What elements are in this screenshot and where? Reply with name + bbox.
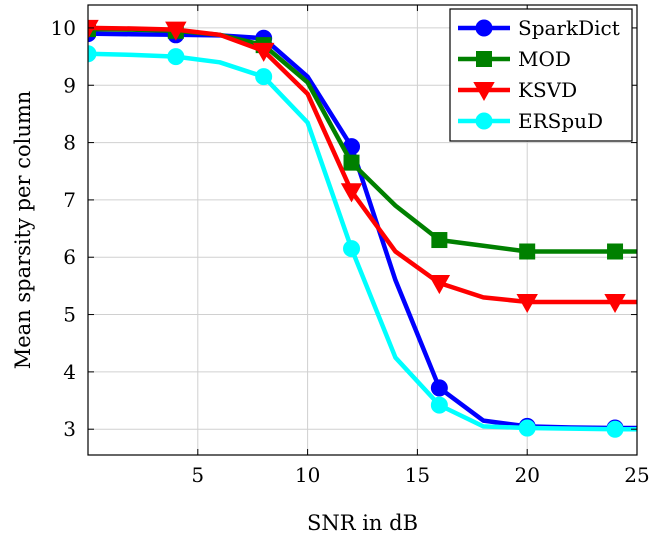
x-tick-label: 10 [295,463,320,487]
y-tick-label: 4 [63,360,76,384]
legend-marker-ksvd [473,82,495,102]
plot-frame [87,4,638,456]
y-tick-label: 5 [63,303,76,327]
data-point-sparkdict [430,379,448,397]
legend-label-mod: MOD [518,47,571,71]
y-tick-label: 8 [63,131,76,155]
data-point-erspud [606,420,624,438]
legend-label-sparkdict: SparkDict [518,16,620,40]
plot-area [88,19,637,438]
legend-marker-erspud [475,112,493,130]
data-point-ksvd [252,42,275,62]
data-point-erspud [167,48,185,66]
series-ksvd [88,19,637,313]
series-line-ksvd [88,25,637,305]
y-tick-label: 7 [63,188,76,212]
x-tick-label: 20 [514,463,539,487]
axis-ticks: 5 10 15 20 25 3 4 5 6 7 8 9 10 [51,5,650,487]
y-tick-label: 6 [63,245,76,269]
legend-label-ksvd: KSVD [518,78,577,102]
data-point-ksvd [516,293,538,313]
y-tick-label: 10 [51,16,76,40]
data-point-ksvd [428,275,451,295]
x-tick-label: 25 [624,463,649,487]
x-tick-label: 5 [191,463,204,487]
legend: SparkDict MOD KSVD ERSpuD [449,8,633,142]
data-point-erspud [430,396,448,414]
y-tick-label: 3 [63,417,76,441]
data-point-mod [607,243,624,260]
data-point-erspud [88,45,97,63]
x-axis-label: SNR in dB [307,511,418,535]
legend-label-erspud: ERSpuD [518,109,603,133]
series-erspud [88,45,637,438]
y-tick-label: 9 [63,73,76,97]
data-point-erspud [343,240,361,258]
data-point-ksvd [88,19,99,39]
data-point-erspud [255,68,273,86]
legend-marker-mod [476,51,492,67]
data-point-mod [343,154,360,171]
data-point-erspud [518,419,536,437]
data-point-mod [431,232,448,249]
data-point-ksvd [340,183,363,203]
data-point-ksvd [165,21,187,41]
data-point-ksvd [604,293,626,313]
legend-marker-sparkdict [475,19,493,37]
data-point-mod [519,243,536,260]
y-axis-label: Mean sparsity per column [11,91,35,370]
x-tick-label: 15 [405,463,430,487]
